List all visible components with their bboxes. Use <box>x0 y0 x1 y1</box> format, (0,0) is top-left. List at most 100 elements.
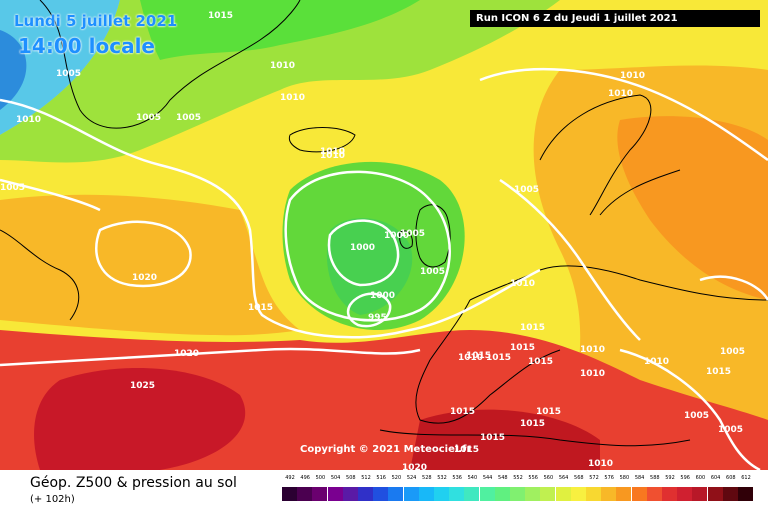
legend-swatch <box>479 487 495 501</box>
isobar-label: 1010 <box>270 61 295 71</box>
field-green-north <box>0 0 560 163</box>
isobar-label: 1010 <box>280 93 305 103</box>
isobar-11 <box>619 348 761 470</box>
isobar-label: 1020 <box>132 273 157 283</box>
legend-swatch <box>707 487 723 501</box>
legend-label: 548 <box>498 475 508 481</box>
isobar-label: 1015 <box>528 357 553 367</box>
legend-label: 572 <box>589 475 599 481</box>
legend-label: 556 <box>528 475 538 481</box>
valid-time: 14:00 locale <box>18 34 155 58</box>
isobar-label: 1000 <box>350 243 375 253</box>
legend-swatch <box>586 487 601 501</box>
legend-label: 588 <box>650 475 660 481</box>
legend-label: 564 <box>558 475 569 481</box>
legend-swatch <box>601 487 617 501</box>
isobar-label: 1010 <box>320 147 345 157</box>
legend-label: 536 <box>452 475 462 481</box>
isobar-label: 1020 <box>402 463 427 470</box>
footer: Géop. Z500 & pression au sol (+ 102h) 49… <box>0 470 768 512</box>
legend-label: 508 <box>346 475 356 481</box>
legend-swatch <box>358 487 373 501</box>
isobar-2 <box>284 170 451 322</box>
legend-swatch <box>738 487 753 501</box>
legend-label: 516 <box>376 475 386 481</box>
coastline-canada <box>0 229 80 321</box>
legend-swatch <box>631 487 647 501</box>
isobar-label: 1005 <box>0 183 25 193</box>
coastline-europe <box>415 265 768 424</box>
isobar-label: 1015 <box>510 343 535 353</box>
legend-swatch <box>570 487 586 501</box>
isobar-label: 1010 <box>588 459 613 469</box>
legend-swatch <box>282 487 297 501</box>
legend-swatch <box>662 487 677 501</box>
weather-map: 1015 1005 1010 1010 1005 1010 1005 1010 1010 1005… <box>0 0 768 470</box>
legend-swatch <box>616 487 632 501</box>
isobar-6 <box>0 347 421 367</box>
coastline-scandinavia <box>539 94 681 216</box>
isobar-label: 1010 <box>320 151 345 161</box>
legend-label: 600 <box>695 475 706 481</box>
legend-label: 528 <box>422 475 432 481</box>
field-green-bright <box>140 0 420 60</box>
legend-swatch <box>494 487 510 501</box>
isobar-label: 1025 <box>130 381 155 391</box>
isobar-label: 1015 <box>454 445 479 455</box>
field-cyan-nw <box>0 0 120 135</box>
isobar-label: 1000 <box>384 231 409 241</box>
field-darkred-africa <box>410 409 600 470</box>
legend-swatch <box>434 487 449 501</box>
legend-label: 560 <box>543 475 554 481</box>
isobar-label: 1005 <box>176 113 201 123</box>
isobar-label: 1010 <box>510 279 535 289</box>
legend-swatch <box>540 487 556 501</box>
isobar-label: 1015 <box>248 303 273 313</box>
isobar-label: 1015 <box>208 11 233 21</box>
legend-swatch <box>418 487 434 501</box>
legend-swatch <box>464 487 480 501</box>
isobar-label: 1010 <box>580 369 605 379</box>
legend-swatch <box>722 487 738 501</box>
legend-swatch <box>555 487 571 501</box>
legend-label: 496 <box>300 475 310 481</box>
legend-swatch <box>525 487 541 501</box>
isobar-9 <box>699 275 768 301</box>
legend-swatch <box>449 487 465 501</box>
field-orange-sw <box>0 194 300 336</box>
isobar-label: 1010 <box>16 115 41 125</box>
legend-swatches <box>282 487 753 501</box>
run-info: Run ICON 6 Z du Jeudi 1 juillet 2021 <box>470 10 760 27</box>
legend-label: 596 <box>680 475 690 481</box>
isobar-1 <box>0 98 541 339</box>
isobar-label: 1005 <box>514 185 539 195</box>
legend-label: 492 <box>285 475 295 481</box>
legend-label: 512 <box>361 475 371 481</box>
isobar-label: 1010 <box>608 89 633 99</box>
legend-swatch <box>388 487 404 501</box>
footer-title: Géop. Z500 & pression au sol <box>30 475 237 491</box>
legend-label: 520 <box>391 475 402 481</box>
valid-date: Lundi 5 juillet 2021 <box>14 12 178 30</box>
isobar-label: 1020 <box>174 349 199 359</box>
legend-label: 568 <box>574 475 584 481</box>
isobar-label: 1015 <box>536 407 561 417</box>
legend-label: 524 <box>406 475 417 481</box>
legend-label: 580 <box>619 475 630 481</box>
isobar-label: 1015 <box>466 351 491 361</box>
legend-label: 604 <box>710 475 721 481</box>
isobar-10 <box>0 178 101 212</box>
isobar-label: 995 <box>368 313 387 323</box>
legend-label: 540 <box>467 475 478 481</box>
legend-labels: 492 496 500 504 508 512 516 520 524 528 532 536 540 5… <box>282 475 752 486</box>
legend-label: 504 <box>330 475 341 481</box>
field-blue-nw <box>0 30 27 110</box>
legend-label: 592 <box>665 475 675 481</box>
legend-swatch <box>327 487 343 501</box>
legend-swatch <box>297 487 313 501</box>
legend-swatch <box>403 487 419 501</box>
isobar-label: 1015 <box>520 419 545 429</box>
coastline-greenland <box>39 0 301 129</box>
isobar-5 <box>95 220 192 288</box>
legend-label: 500 <box>315 475 326 481</box>
